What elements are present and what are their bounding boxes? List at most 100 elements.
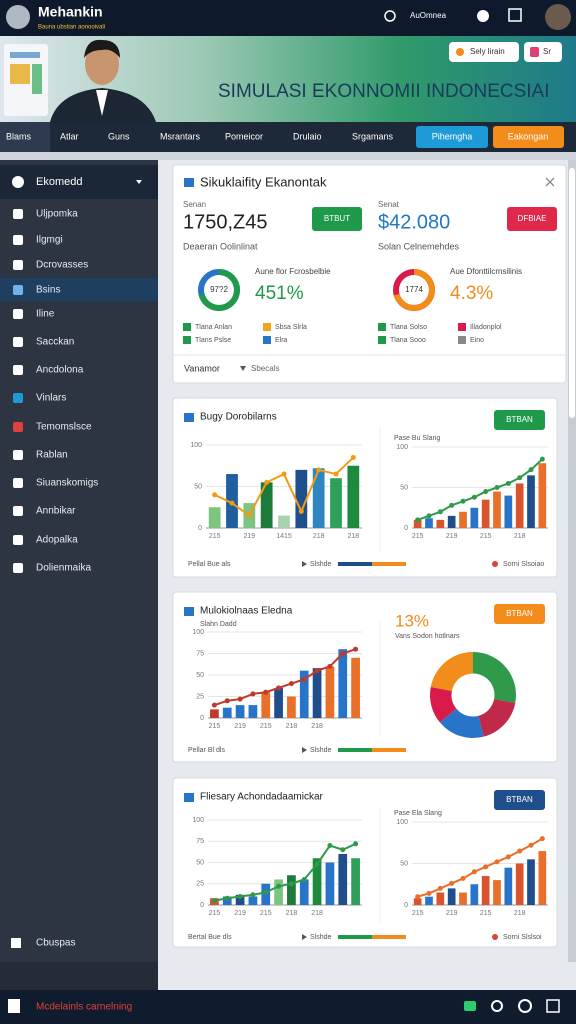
y-tick-label: 75 (196, 838, 204, 845)
line-point (263, 889, 269, 895)
sidebar-item[interactable]: Dolienmaika (36, 563, 91, 574)
y-tick-label: 100 (396, 444, 408, 451)
stat-value: 1750,Z45 (183, 211, 268, 233)
progress (372, 562, 406, 566)
icon[interactable] (491, 1000, 503, 1012)
line-point (263, 689, 269, 695)
sidebar-item[interactable]: Iline (36, 309, 55, 320)
card-footer[interactable]: Slshde (310, 561, 332, 568)
card-footer: Bertal Bue dls (188, 934, 232, 941)
scrollbar[interactable] (568, 160, 576, 962)
line-point (314, 668, 320, 674)
line-point (517, 848, 523, 854)
card-footer: Sorni Slslsoi (503, 934, 542, 941)
icon[interactable] (464, 1001, 476, 1011)
stat-button[interactable] (507, 207, 557, 231)
bar (208, 507, 221, 528)
bar (481, 875, 490, 905)
sidebar-header[interactable] (0, 165, 158, 199)
bar (436, 519, 445, 528)
bar (413, 898, 422, 905)
sidebar-item[interactable]: Rablan (36, 450, 68, 461)
stat-button[interactable] (312, 207, 362, 231)
user-avatar[interactable] (545, 4, 571, 30)
bar (527, 859, 535, 905)
sidebar-item[interactable]: Sacckan (36, 337, 74, 348)
sidebar-item[interactable]: Dcrovasses (36, 260, 88, 271)
y-tick-label: 25 (196, 693, 204, 700)
x-tick-label: 218 (514, 533, 526, 540)
donut-label: Aune flor Fcrosbelbie (255, 267, 331, 276)
line-point (528, 842, 534, 848)
bar (515, 483, 524, 528)
y-tick-label: 0 (404, 902, 408, 909)
window-icon[interactable] (508, 8, 522, 22)
sidebar-item[interactable]: Temomslsce (36, 422, 92, 433)
tab[interactable]: Blams (6, 131, 32, 141)
tab-button[interactable] (493, 126, 564, 148)
bar (538, 851, 547, 905)
line-point (528, 467, 534, 473)
bar (325, 666, 335, 718)
sidebar-icon (13, 365, 23, 375)
x-tick-label: 218 (313, 533, 325, 540)
scroll-thumb[interactable] (569, 168, 575, 418)
bar (338, 854, 348, 905)
sidebar-item[interactable]: Bsins (36, 285, 60, 296)
x-tick-label: 215 (209, 910, 221, 917)
close-icon[interactable] (545, 177, 555, 187)
tab[interactable]: Drulaio (293, 131, 322, 141)
icon[interactable] (546, 999, 560, 1013)
avatar[interactable] (6, 5, 30, 29)
sidebar-icon (13, 209, 23, 219)
card-button[interactable] (494, 604, 545, 624)
sidebar-item[interactable]: Ancdolona (36, 365, 84, 376)
line-point (327, 843, 333, 848)
bar (222, 707, 232, 718)
banner-button[interactable] (449, 42, 519, 62)
x-tick-label: 1415 (276, 533, 292, 540)
pie-slice (430, 652, 473, 691)
line-point (449, 502, 455, 508)
banner-button-label: Sely lirain (470, 47, 505, 56)
sidebar-item[interactable]: Vinlars (36, 393, 66, 404)
card-button[interactable] (494, 790, 545, 810)
banner-button-label: Sr (543, 47, 551, 56)
icon[interactable] (384, 10, 396, 22)
tab[interactable]: Srgamans (352, 131, 394, 141)
icon[interactable] (518, 999, 532, 1013)
card-footer[interactable]: Slshde (310, 934, 332, 941)
sidebar-item[interactable]: Cbuspas (36, 938, 75, 949)
bar (274, 687, 283, 718)
stat-button-label: BTBUT (324, 214, 350, 223)
sidebar-item[interactable]: Ilgmgi (36, 235, 63, 246)
sidebar-item[interactable]: Annbikar (36, 506, 76, 517)
line-point (276, 685, 282, 691)
tab[interactable]: Atlar (60, 131, 79, 141)
card-button[interactable] (494, 410, 545, 430)
app-title: Mehankin (38, 4, 103, 20)
card-icon (184, 607, 194, 616)
bar (325, 862, 335, 905)
tab[interactable]: Msrantars (160, 131, 201, 141)
bar (493, 880, 501, 905)
bar (299, 879, 309, 905)
sidebar-item[interactable]: Siuanskomigs (36, 478, 98, 489)
x-tick-label: 215 (260, 910, 272, 917)
summary-footer: Vanamor (184, 363, 220, 373)
pie-slice (478, 699, 516, 737)
sidebar-item[interactable]: Adopalka (36, 535, 78, 546)
tab[interactable]: Pomeicor (225, 131, 263, 141)
bar (447, 888, 456, 905)
card-footer[interactable]: Slshde (310, 747, 332, 754)
tab-button[interactable] (416, 126, 488, 148)
tab[interactable]: Guns (108, 131, 130, 141)
sidebar-item[interactable]: Uljpomka (36, 209, 78, 220)
bar (459, 892, 467, 905)
donut-center: 97?2 (210, 285, 228, 294)
tabs: Blams Atlar Guns Msrantars Pomeicor Drulaio Sr… (6, 131, 394, 141)
settings-icon[interactable] (477, 10, 489, 22)
line-point (211, 702, 217, 708)
line-point (224, 895, 230, 901)
